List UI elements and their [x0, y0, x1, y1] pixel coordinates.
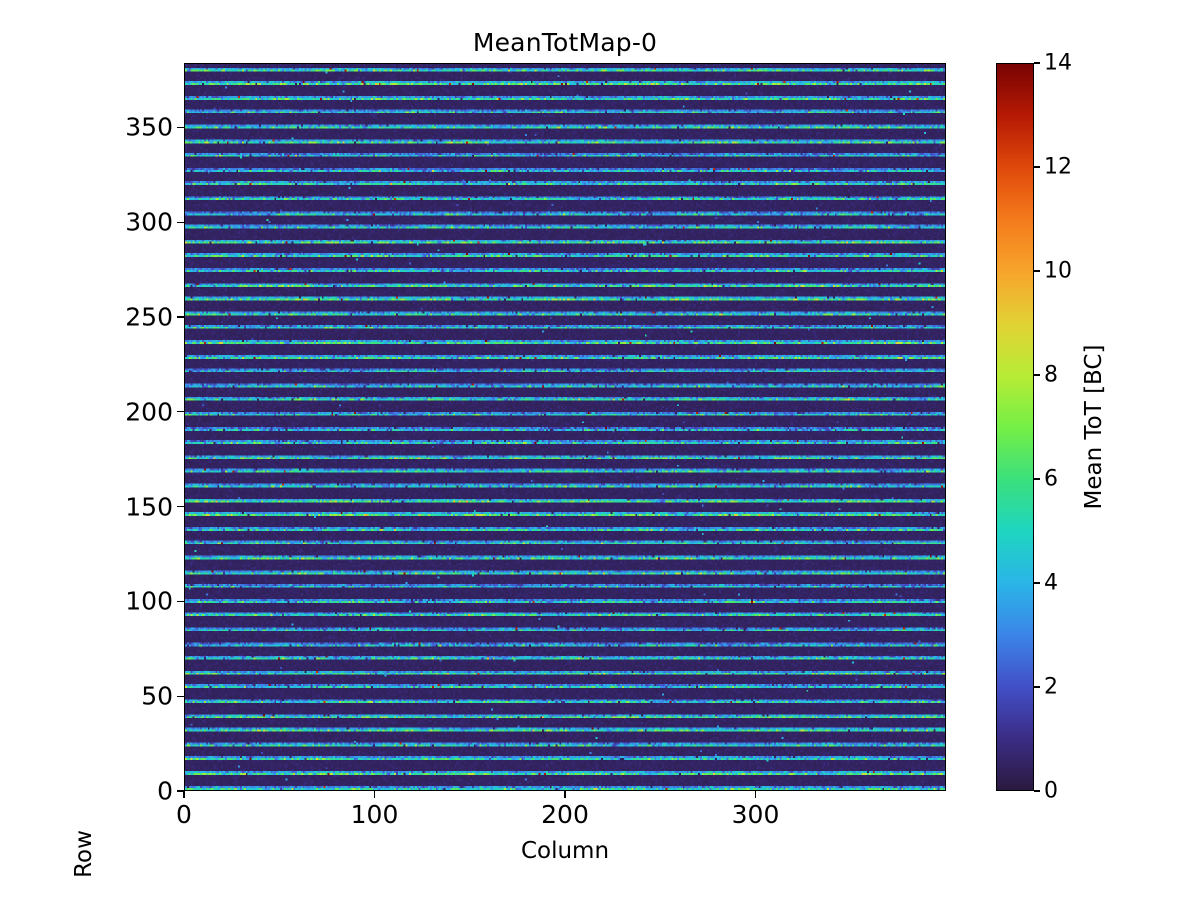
x-tick-mark	[564, 791, 566, 798]
y-tick-label: 150	[125, 492, 173, 522]
page-title: MeanTotMap-0	[472, 28, 658, 57]
colorbar-tick-label: 14	[1044, 50, 1072, 76]
colorbar-tick-label: 4	[1044, 570, 1058, 596]
y-axis-label: Row	[71, 830, 97, 878]
x-tick-mark	[183, 791, 185, 798]
y-tick-mark	[177, 316, 184, 318]
colorbar	[996, 63, 1034, 791]
x-tick-label: 300	[731, 800, 780, 829]
colorbar-tick-mark	[1034, 686, 1040, 688]
colorbar-tick-mark	[1034, 374, 1040, 376]
colorbar-tick-label: 8	[1044, 362, 1058, 388]
colorbar-label: Mean ToT [BC]	[1081, 344, 1107, 510]
heatmap-axes	[184, 63, 946, 791]
x-tick-label: 100	[350, 800, 399, 829]
colorbar-tick-label: 2	[1044, 674, 1058, 700]
y-tick-mark	[177, 600, 184, 603]
x-tick-label: 200	[541, 800, 589, 829]
x-tick-mark	[373, 791, 376, 798]
colorbar-tick-mark	[1034, 62, 1040, 64]
colorbar-tick-label: 10	[1044, 258, 1072, 284]
y-tick-mark	[177, 790, 184, 792]
colorbar-tick-mark	[1034, 270, 1040, 272]
x-tick-label: 0	[176, 800, 192, 829]
y-tick-mark	[177, 695, 184, 697]
y-tick-label: 0	[157, 776, 173, 806]
colorbar-tick-label: 0	[1044, 778, 1058, 804]
x-axis-label: Column	[520, 838, 610, 864]
y-tick-mark	[177, 221, 184, 223]
y-tick-label: 200	[125, 397, 173, 427]
colorbar-tick-mark	[1034, 790, 1040, 792]
y-tick-label: 50	[141, 681, 173, 711]
colorbar-tick-mark	[1034, 166, 1040, 168]
colorbar-tick-label: 12	[1044, 154, 1072, 180]
y-tick-label: 300	[125, 207, 173, 237]
colorbar-tick-label: 6	[1044, 466, 1058, 492]
y-tick-mark	[177, 126, 184, 129]
y-tick-label: 250	[125, 302, 173, 332]
y-tick-label: 100	[125, 586, 173, 616]
y-tick-mark	[177, 505, 184, 508]
y-tick-mark	[177, 411, 184, 413]
colorbar-tick-mark	[1034, 478, 1040, 480]
heatmap-image	[185, 64, 945, 790]
y-tick-label: 350	[125, 112, 173, 142]
colorbar-gradient	[997, 64, 1033, 790]
colorbar-tick-mark	[1034, 582, 1040, 584]
x-tick-mark	[754, 791, 757, 798]
